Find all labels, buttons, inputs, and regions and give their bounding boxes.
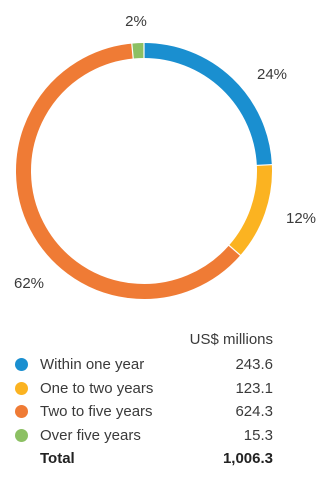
legend-swatch-one-to-two-years: [15, 381, 28, 395]
slice-separator: [255, 163, 273, 167]
donut-slice-within-one-year: [143, 43, 272, 166]
unit-label: US$ millions: [189, 331, 273, 348]
legend-value: 123.1: [235, 379, 273, 397]
donut-slice-two-to-five-years: [16, 43, 241, 299]
legend-label: Two to five years: [40, 403, 153, 421]
legend-label: Within one year: [40, 356, 145, 374]
slice-separator: [227, 244, 242, 257]
legend-item-two-to-five-years: Two to five years 624.3: [15, 400, 273, 424]
donut-chart: 24% 12% 62% 2%: [14, 13, 316, 299]
legend-label: One to two years: [40, 379, 154, 397]
legend-swatch-within-one-year: [15, 358, 28, 372]
percent-labels: 24% 12% 62% 2%: [14, 13, 316, 292]
legend-swatch-two-to-five-years: [15, 405, 28, 419]
legend-label: Over five years: [40, 426, 141, 444]
percent-label-one-to-two-years: 12%: [286, 210, 316, 227]
percent-label-over-five-years: 2%: [125, 13, 147, 30]
slice-separator: [131, 42, 134, 60]
total-label: Total: [40, 450, 75, 468]
donut-slice-one-to-two-years: [228, 164, 272, 256]
legend-value: 15.3: [243, 426, 273, 444]
legend-item-over-five-years: Over five years 15.3: [15, 424, 273, 448]
donut-arcs: [16, 42, 273, 299]
legend-total-row: Total 1,006.3: [15, 447, 273, 471]
legend-value: 624.3: [235, 403, 273, 421]
legend: US$ millions Within one year 243.6 One t…: [15, 329, 273, 471]
total-value: 1,006.3: [222, 450, 273, 468]
percent-label-within-one-year: 24%: [257, 66, 287, 83]
legend-item-within-one-year: Within one year 243.6: [15, 353, 273, 377]
legend-swatch-over-five-years: [15, 428, 28, 442]
legend-value: 243.6: [235, 356, 273, 374]
percent-label-two-to-five-years: 62%: [14, 275, 44, 292]
legend-item-one-to-two-years: One to two years 123.1: [15, 377, 273, 401]
donut-slice-over-five-years: [131, 43, 145, 59]
